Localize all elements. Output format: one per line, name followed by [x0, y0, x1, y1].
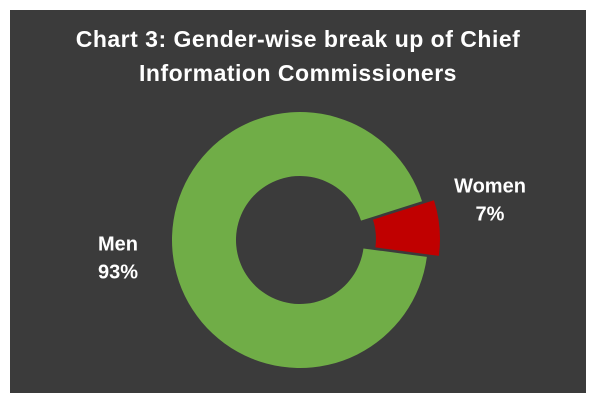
chart-title: Chart 3: Gender-wise break up of Chief I…: [75, 26, 521, 86]
donut-slice: [372, 200, 440, 256]
value-label: 93%: [98, 261, 138, 283]
category-label: Men: [98, 233, 138, 255]
value-label: 7%: [476, 203, 505, 225]
donut-slice: [171, 112, 427, 368]
category-label: Women: [454, 175, 526, 197]
